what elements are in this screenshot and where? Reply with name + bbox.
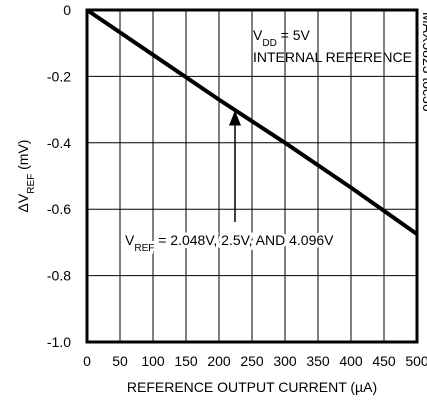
y-tick-label: -0.4 xyxy=(47,135,71,151)
data-line xyxy=(85,8,419,236)
x-axis-label: REFERENCE OUTPUT CURRENT (µA) xyxy=(127,379,377,395)
annotation: INTERNAL REFERENCE xyxy=(253,49,412,65)
x-tick-label: 250 xyxy=(240,353,264,369)
text-part: V xyxy=(125,232,135,248)
side-note: MAX5823 toc36 xyxy=(420,12,427,112)
x-tick-label: 450 xyxy=(372,353,396,369)
x-tick-label: 150 xyxy=(174,353,198,369)
y-axis-label: ΔVREF (mV) xyxy=(15,140,37,213)
y-tick-label: -0.2 xyxy=(47,68,71,84)
x-tick-label: 50 xyxy=(112,353,128,369)
x-tick-label: 300 xyxy=(273,353,297,369)
text-part: ΔV xyxy=(15,193,31,212)
x-tick-label: 0 xyxy=(83,353,91,369)
text-part: = 5V xyxy=(277,27,311,43)
annotation: VDD = 5V xyxy=(253,27,311,49)
x-tick-label: 500 xyxy=(405,353,427,369)
x-tick-label: 400 xyxy=(339,353,363,369)
y-tick-label: -0.8 xyxy=(47,268,71,284)
text-part: REF xyxy=(26,174,37,194)
plot-frame xyxy=(85,8,419,344)
text-part: INTERNAL REFERENCE xyxy=(253,49,412,65)
text-part: REF xyxy=(134,243,154,254)
y-tick-label: -1.0 xyxy=(47,334,71,350)
text-part: = 2.048V, 2.5V, AND 4.096V xyxy=(154,232,334,248)
x-tick-label: 100 xyxy=(141,353,165,369)
annotation: VREF = 2.048V, 2.5V, AND 4.096V xyxy=(125,232,334,254)
text-part: DD xyxy=(262,38,276,49)
x-tick-label: 200 xyxy=(207,353,231,369)
y-tick-label: 0 xyxy=(63,2,71,18)
x-tick-label: 350 xyxy=(306,353,330,369)
y-tick-label: -0.6 xyxy=(47,201,71,217)
text-part: (mV) xyxy=(15,140,31,174)
text-part: V xyxy=(253,27,263,43)
